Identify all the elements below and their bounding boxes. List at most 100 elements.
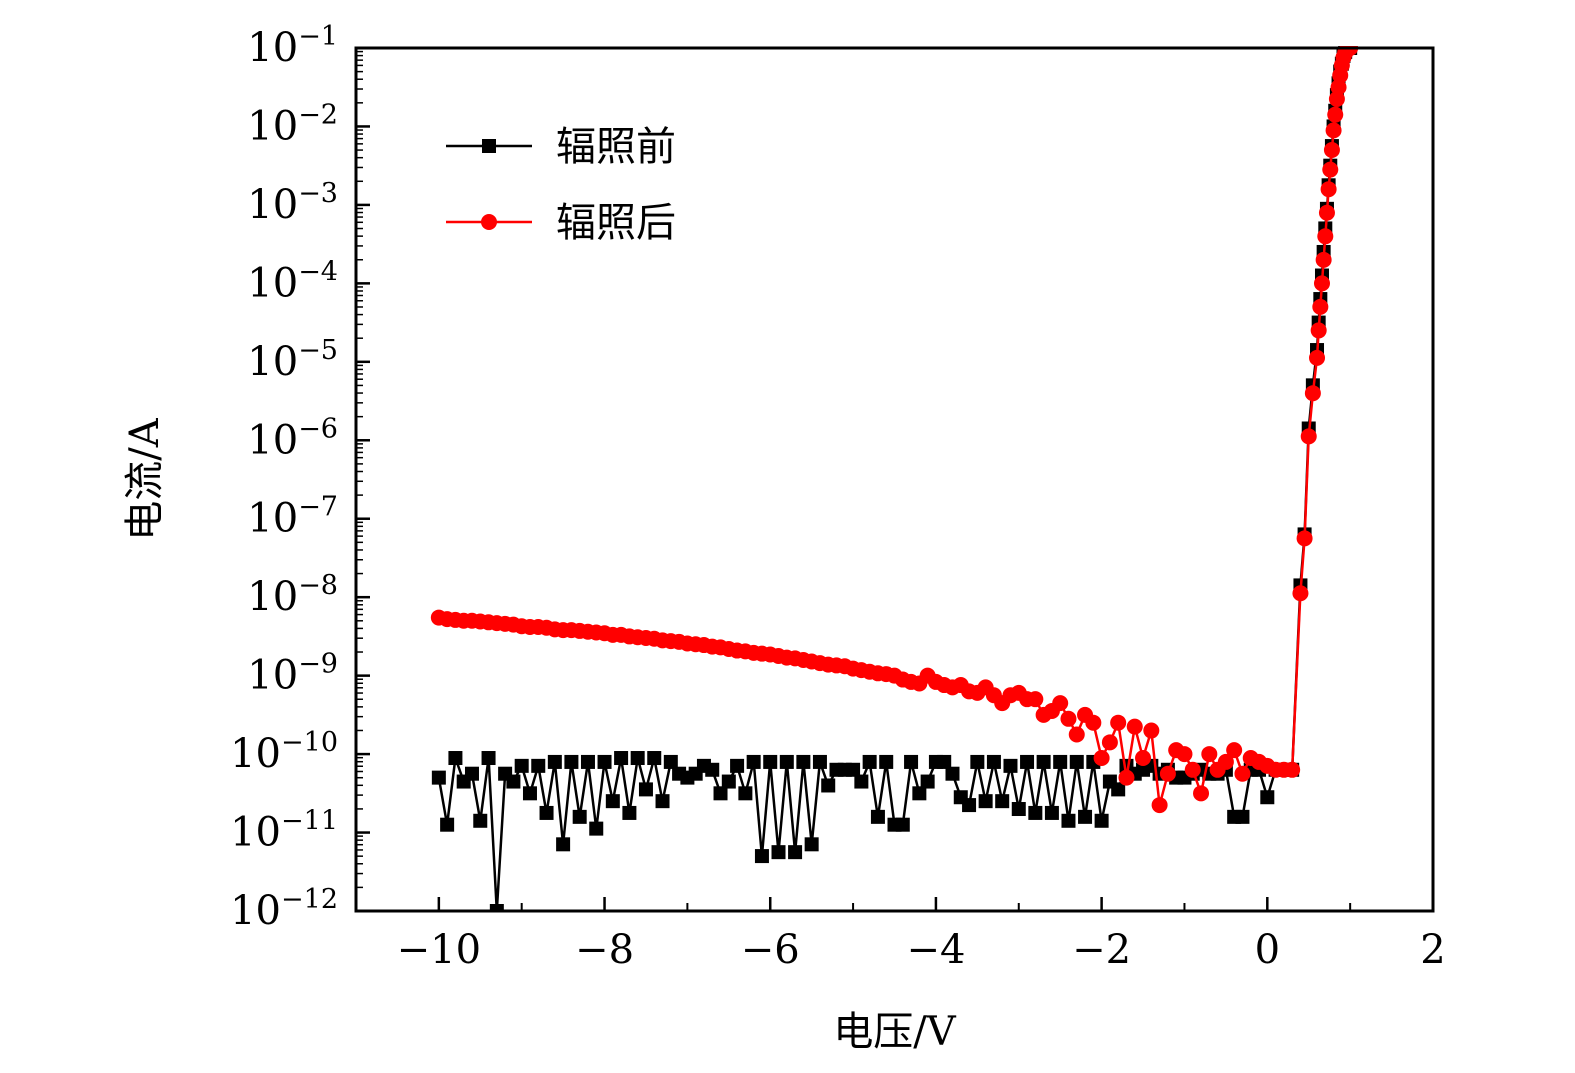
y-tick-label: 10−8 — [247, 570, 338, 620]
data-point — [580, 754, 595, 769]
y-tick-label: 10−9 — [247, 649, 338, 699]
data-point — [1044, 805, 1059, 820]
data-point — [870, 809, 885, 824]
data-point — [1052, 695, 1069, 712]
data-point — [962, 798, 977, 813]
data-point — [1234, 765, 1251, 782]
x-tick-label: 2 — [1420, 927, 1445, 973]
data-point — [1060, 710, 1077, 727]
data-point — [1011, 802, 1026, 817]
data-point — [1093, 750, 1110, 767]
data-point — [763, 754, 778, 769]
legend-label: 辐照后 — [556, 200, 676, 246]
y-tick-label: 10−2 — [247, 99, 338, 149]
data-point — [531, 758, 546, 773]
data-point — [1085, 714, 1102, 731]
data-point — [713, 786, 728, 801]
data-point — [1036, 754, 1051, 769]
data-point — [986, 754, 1001, 769]
data-point — [647, 751, 662, 766]
data-point — [895, 817, 910, 832]
data-point — [978, 794, 993, 809]
y-tick-label: 10−3 — [247, 178, 338, 228]
data-point — [547, 754, 562, 769]
data-point — [1328, 90, 1345, 107]
data-point — [1028, 805, 1043, 820]
y-tick-label: 10−1 — [247, 21, 338, 71]
data-point — [1053, 754, 1068, 769]
x-tick-label: −2 — [1072, 927, 1131, 973]
data-point — [1309, 349, 1326, 366]
legend-item: 辐照前 — [446, 124, 676, 170]
data-point — [804, 837, 819, 852]
data-point — [1315, 251, 1332, 268]
data-point — [1094, 813, 1109, 828]
data-point — [1312, 298, 1329, 315]
data-point — [796, 754, 811, 769]
data-point — [1143, 722, 1160, 739]
data-point — [1320, 181, 1337, 198]
data-point — [1296, 530, 1313, 547]
data-point — [1069, 754, 1084, 769]
data-point — [448, 751, 463, 766]
data-point — [622, 805, 637, 820]
data-point — [514, 758, 529, 773]
y-tick-label: 10−11 — [230, 806, 338, 856]
y-axis-title: 电流/A — [122, 417, 168, 540]
data-point — [539, 805, 554, 820]
x-tick-label: −4 — [906, 927, 965, 973]
data-point — [821, 778, 836, 793]
data-point — [730, 758, 745, 773]
data-point — [473, 813, 488, 828]
data-point — [1184, 761, 1201, 778]
data-point — [572, 809, 587, 824]
data-point — [1135, 750, 1152, 767]
legend-item: 辐照后 — [446, 200, 676, 246]
data-point — [506, 774, 521, 789]
data-point — [995, 794, 1010, 809]
data-point — [1325, 122, 1342, 139]
data-point — [904, 754, 919, 769]
data-point — [937, 754, 952, 769]
data-point — [440, 817, 455, 832]
y-tick-label: 10−6 — [247, 413, 338, 463]
data-point — [1318, 204, 1335, 221]
data-point — [589, 821, 604, 836]
x-tick-label: −10 — [397, 927, 481, 973]
y-tick-label: 10−4 — [247, 256, 338, 306]
data-point — [1284, 761, 1301, 778]
data-point — [1317, 228, 1334, 245]
data-point — [1151, 797, 1168, 814]
data-point — [1292, 585, 1309, 602]
data-point — [1126, 718, 1143, 735]
data-point — [746, 754, 761, 769]
data-point — [1201, 746, 1218, 763]
data-point — [812, 754, 827, 769]
y-tick-label: 10−7 — [247, 492, 338, 542]
data-point — [489, 904, 504, 911]
series-1 — [431, 46, 1358, 911]
x-tick-label: −8 — [575, 927, 634, 973]
ticks-layer — [355, 46, 1435, 913]
data-point — [862, 754, 877, 769]
legend-marker — [482, 139, 496, 153]
data-point — [1313, 275, 1330, 292]
data-point — [788, 845, 803, 860]
data-point — [754, 849, 769, 864]
data-point — [920, 774, 935, 789]
data-point — [1027, 691, 1044, 708]
data-point — [879, 754, 894, 769]
series-2 — [430, 46, 1359, 814]
data-point — [1322, 161, 1339, 178]
data-point — [912, 786, 927, 801]
data-point — [556, 837, 571, 852]
data-point — [779, 754, 794, 769]
data-point — [738, 786, 753, 801]
y-tick-label: 10−12 — [230, 884, 338, 934]
series-line — [437, 46, 1351, 911]
data-point — [1078, 809, 1093, 824]
data-point — [1003, 758, 1018, 773]
data-point — [605, 794, 620, 809]
y-tick-label: 10−10 — [230, 727, 338, 777]
